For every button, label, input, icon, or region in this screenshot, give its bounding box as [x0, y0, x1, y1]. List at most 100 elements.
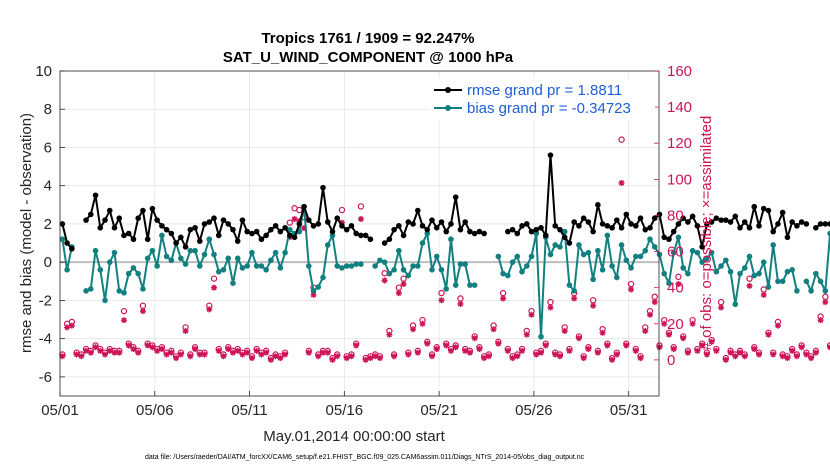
obs-assimilated-point — [329, 356, 336, 363]
obs-assimilated-point — [547, 304, 554, 311]
rmse-point — [215, 232, 222, 239]
bias-point — [433, 253, 440, 260]
bias-point — [561, 228, 568, 235]
plot-frame — [59, 70, 660, 397]
rmse-point — [301, 203, 307, 210]
rmse-point — [547, 152, 554, 158]
bias-point — [83, 288, 89, 294]
rmse-point — [718, 217, 724, 223]
obs-assimilated-point — [618, 179, 625, 186]
rmse-point — [320, 184, 326, 191]
bias-point — [760, 259, 767, 265]
rmse-point — [789, 219, 795, 225]
obs-assimilated-point — [78, 353, 85, 360]
obs-assimilated-point — [808, 355, 815, 362]
y-tick-label: 8 — [44, 101, 52, 118]
rmse-point — [149, 205, 156, 212]
rmse-point — [689, 213, 696, 220]
obs-assimilated-point — [59, 353, 66, 360]
obs-assimilated-point — [433, 346, 440, 353]
obs-assimilated-point — [751, 346, 758, 353]
rmse-point — [770, 228, 777, 235]
bias-point — [324, 242, 331, 248]
rmse-point — [386, 236, 393, 243]
bias-point — [305, 263, 312, 269]
y2-tick-label: 120 — [667, 135, 692, 152]
obs-assimilated-point — [414, 349, 421, 356]
bias-point — [249, 249, 255, 256]
rmse-point — [192, 224, 198, 231]
obs-assimilated-point — [774, 322, 781, 329]
rmse-point — [737, 224, 743, 231]
obs-assimilated-point — [362, 356, 369, 363]
bias-point — [419, 240, 426, 246]
y2-tick-label: 0 — [667, 352, 675, 369]
rmse-point — [163, 226, 170, 233]
rmse-point — [424, 226, 431, 233]
x-axis-label: May.01,2014 00:00:00 start — [263, 428, 445, 445]
obs-assimilated-point — [812, 349, 819, 356]
obs-possible-point — [717, 298, 725, 306]
rmse-point — [144, 236, 151, 243]
rmse-point — [358, 232, 364, 239]
bias-point — [813, 270, 819, 277]
bias-point — [708, 249, 715, 256]
obs-assimilated-point — [632, 347, 639, 354]
obs-assimilated-point — [646, 311, 653, 318]
bias-point — [471, 282, 478, 288]
rmse-point — [277, 228, 284, 235]
obs-assimilated-point — [770, 351, 777, 358]
rmse-point — [604, 223, 611, 229]
bias-point — [211, 251, 217, 258]
rmse-point — [803, 221, 810, 227]
obs-assimilated-point — [628, 286, 635, 293]
y2-tick-label: 140 — [667, 99, 692, 116]
bias-point — [353, 261, 359, 267]
rmse-point — [334, 215, 341, 222]
bias-point — [528, 253, 535, 260]
rmse-point — [287, 232, 293, 239]
obs-assimilated-point — [656, 344, 663, 351]
bias-point — [618, 242, 625, 248]
rmse-point — [813, 224, 819, 231]
bias-point — [258, 263, 265, 269]
obs-possible-point — [618, 136, 625, 143]
obs-assimilated-point — [144, 342, 151, 349]
obs-assimilated-point — [410, 326, 417, 333]
bias-point — [334, 263, 341, 269]
bias-point — [642, 247, 649, 254]
bias-point — [538, 333, 544, 340]
y-tick-label: 4 — [44, 178, 52, 195]
rmse-point — [523, 221, 530, 227]
obs-assimilated-point — [552, 351, 559, 358]
rmse-point — [542, 232, 549, 239]
obs-assimilated-point — [310, 291, 317, 298]
bias-point — [206, 236, 213, 243]
y2-tick-label: 60 — [667, 244, 684, 261]
obs-assimilated-point — [102, 351, 109, 358]
y-tick-label: 10 — [35, 63, 52, 80]
obs-assimilated-point — [64, 324, 71, 331]
obs-assimilated-point — [272, 353, 279, 360]
rmse-point — [727, 219, 734, 225]
bias-point — [457, 261, 464, 267]
obs-assimilated-point — [192, 346, 199, 353]
rmse-point — [253, 228, 260, 235]
obs-assimilated-point — [357, 216, 364, 223]
bias-point — [505, 272, 511, 279]
obs-assimilated-point — [561, 328, 568, 334]
bias-point — [234, 255, 241, 262]
rmse-point — [590, 228, 596, 235]
obs-assimilated-point — [263, 349, 270, 356]
rmse-point — [196, 238, 203, 244]
bias-point — [775, 278, 781, 285]
obs-assimilated-point — [120, 317, 127, 324]
rmse-point — [580, 215, 587, 222]
obs-assimilated-point — [533, 351, 540, 358]
rmse-point — [623, 211, 630, 218]
bias-point — [263, 267, 269, 273]
obs-possible-point — [357, 203, 365, 210]
bias-point — [595, 247, 601, 254]
obs-assimilated-point — [718, 304, 725, 311]
